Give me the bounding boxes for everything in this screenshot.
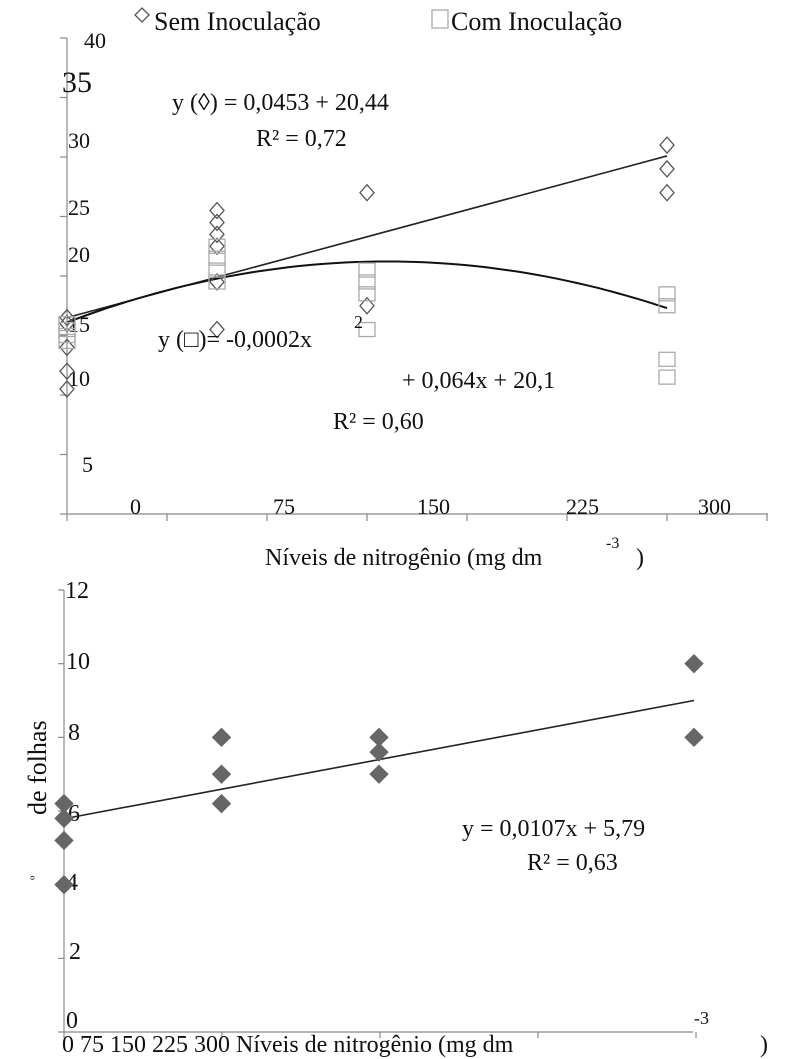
point-sem-inoculacao: [59, 362, 75, 381]
point-sem-inoculacao: [209, 272, 225, 291]
point-com-inoculacao: [208, 274, 226, 290]
y-tick-label: 25: [68, 195, 90, 220]
point-sem-inoculacao: [59, 338, 75, 357]
y-axis-title: de folhas: [23, 720, 52, 815]
x-axis-ticks: [66, 514, 768, 521]
point: [211, 793, 232, 814]
y-tick-label: 35: [62, 66, 92, 99]
point-sem-inoculacao: [209, 320, 225, 339]
point-com-inoculacao: [358, 286, 376, 302]
legend-marker-diamond: [134, 7, 150, 23]
point-sem-inoculacao: [659, 136, 675, 155]
x-tick-label: 225: [566, 494, 599, 519]
point-sem-inoculacao: [359, 183, 375, 202]
r2-value: R² = 0,63: [527, 850, 618, 876]
y-tick-label: 10: [68, 366, 90, 391]
point-sem-inoculacao: [359, 296, 375, 315]
r2-com-inoculacao: R² = 0,60: [333, 409, 424, 435]
legend: Sem Inoculação Com Inoculação: [134, 7, 622, 36]
x-tick-label: 0: [130, 494, 141, 519]
point-sem-inoculacao: [59, 308, 75, 327]
point-sem-inoculacao: [209, 237, 225, 256]
point-com-inoculacao: [208, 262, 226, 278]
chart-2: 0 2 4 6 8 10 12 de folhas º 0 75 150 225…: [23, 578, 768, 1058]
point: [684, 727, 704, 748]
x-axis-title-superscript: -3: [694, 1008, 709, 1028]
y-tick-label: 40: [84, 28, 106, 53]
point: [54, 830, 74, 851]
point-sem-inoculacao: [659, 159, 675, 178]
x-tick-label: 75: [273, 494, 295, 519]
point: [369, 742, 389, 762]
point-sem-inoculacao: [659, 183, 675, 202]
point: [211, 764, 232, 784]
y-axis-ticks: [60, 37, 67, 515]
point-com-inoculacao: [658, 351, 676, 367]
legend-marker-square: [431, 9, 449, 29]
point-sem-inoculacao: [59, 314, 75, 333]
legend-label-com-inoculacao: Com Inoculação: [451, 7, 622, 36]
y-tick-label: 12: [65, 578, 89, 604]
x-axis-title: 0 75 150 225 300 Níveis de nitrogênio (m…: [62, 1032, 514, 1058]
legend-label-sem-inoculacao: Sem Inoculação: [154, 7, 321, 36]
y-tick-label: 0: [66, 1008, 78, 1034]
point-sem-inoculacao: [59, 380, 75, 399]
point: [684, 653, 704, 674]
y-tick-label: 30: [68, 128, 90, 153]
point-sem-inoculacao: [209, 201, 225, 220]
point: [211, 727, 232, 748]
r2-sem-inoculacao: R² = 0,72: [256, 126, 347, 152]
x-axis-title: Níveis de nitrogênio (mg dm: [265, 545, 543, 571]
x-tick-label: 300: [698, 494, 731, 519]
point-com-inoculacao: [358, 274, 376, 290]
x-axis-ticks: [63, 1032, 697, 1038]
point: [369, 764, 389, 784]
point-com-inoculacao: [658, 369, 676, 385]
point-sem-inoculacao: [209, 213, 225, 232]
x-axis-title-end: ): [760, 1032, 768, 1058]
point: [54, 808, 74, 829]
chart-1: Sem Inoculação Com Inoculação 5 10 15 20…: [58, 7, 768, 571]
x-axis-title-end: ): [636, 545, 644, 571]
y-tick-label: 10: [66, 649, 90, 675]
y-axis-title-fragment: º: [29, 875, 44, 880]
equation: y = 0,0107x + 5,79: [462, 816, 645, 842]
trendline-com-inoculacao: [66, 260, 668, 324]
equation-com-inoculacao-part1: y (□)= -0,0002x: [158, 327, 312, 353]
point-com-inoculacao: [58, 333, 76, 350]
point-sem-inoculacao: [209, 225, 225, 244]
point-com-inoculacao: [358, 262, 376, 278]
y-tick-label: 8: [68, 720, 80, 746]
x-tick-label: 150: [417, 494, 450, 519]
point-com-inoculacao: [658, 298, 676, 314]
data-points: [54, 653, 704, 895]
x-axis-title-text: Níveis de nitrogênio (mg dm: [265, 545, 543, 571]
y-tick-label: 20: [68, 242, 90, 267]
y-tick-label: 5: [82, 452, 93, 477]
x-axis-title-superscript: -3: [606, 535, 619, 552]
point-com-inoculacao: [658, 286, 676, 302]
point-com-inoculacao: [208, 250, 226, 266]
point: [54, 874, 74, 895]
y-tick-label: 2: [69, 939, 81, 965]
equation-sem-inoculacao: y (◊) = 0,0453 + 20,44: [172, 90, 389, 116]
data-points: [58, 136, 676, 399]
equation-com-inoculacao-superscript: 2: [354, 312, 363, 332]
point-com-inoculacao: [358, 321, 376, 338]
equation-com-inoculacao-part2: + 0,064x + 20,1: [402, 368, 555, 394]
point-com-inoculacao: [208, 238, 226, 254]
